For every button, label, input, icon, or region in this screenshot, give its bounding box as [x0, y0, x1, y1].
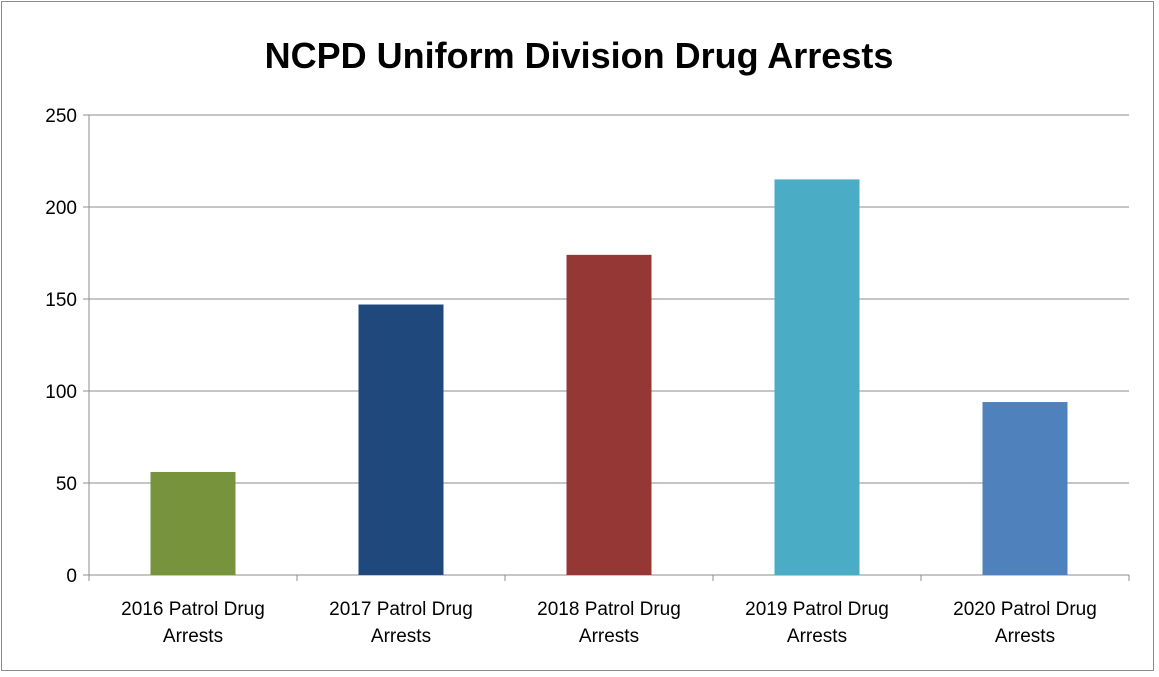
chart-title: NCPD Uniform Division Drug Arrests [265, 35, 894, 76]
x-category-label: 2019 Patrol Drug [745, 599, 889, 620]
y-tick-label: 250 [45, 106, 77, 127]
x-category-label: Arrests [371, 626, 431, 647]
x-category-label: Arrests [995, 626, 1055, 647]
bar-4 [982, 402, 1068, 575]
y-tick-label: 50 [56, 474, 77, 495]
bar-2 [566, 254, 652, 575]
y-axis-tick-labels: 0 50 100 150 200 250 [45, 106, 77, 587]
bar-0 [150, 471, 236, 575]
x-category-label: Arrests [163, 626, 223, 647]
x-category-label: Arrests [579, 626, 639, 647]
y-tick-label: 0 [66, 566, 77, 587]
x-category-label: 2017 Patrol Drug [329, 599, 473, 620]
bar-1 [358, 304, 444, 575]
x-category-label: 2016 Patrol Drug [121, 599, 265, 620]
x-axis-category-labels: 2016 Patrol Drug Arrests 2017 Patrol Drug A… [121, 599, 1097, 647]
x-category-label: 2020 Patrol Drug [953, 599, 1097, 620]
x-category-label: 2018 Patrol Drug [537, 599, 681, 620]
y-tick-label: 150 [45, 290, 77, 311]
y-tick-label: 200 [45, 198, 77, 219]
x-category-label: Arrests [787, 626, 847, 647]
bars [150, 179, 1068, 575]
bar-3 [774, 179, 860, 575]
y-tick-label: 100 [45, 382, 77, 403]
